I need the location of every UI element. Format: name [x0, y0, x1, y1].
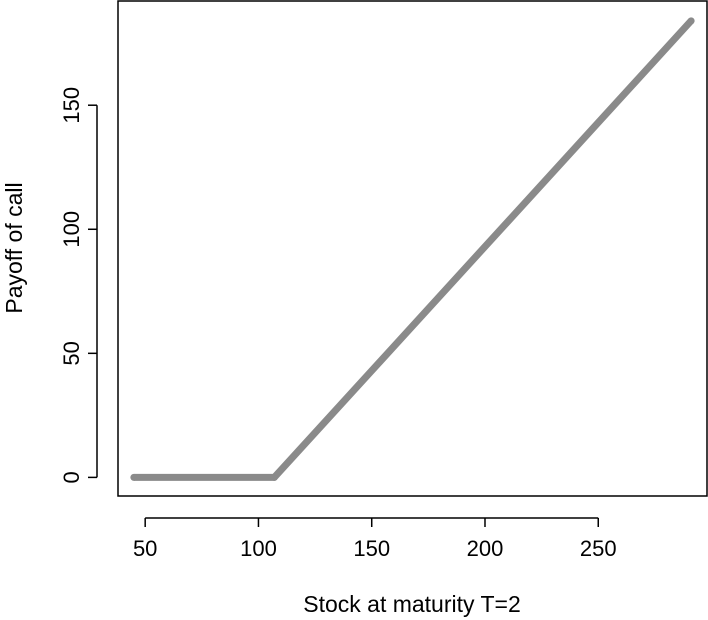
x-tick-label: 150	[353, 536, 390, 561]
x-tick-label: 50	[133, 536, 157, 561]
plot-area-frame	[117, 0, 708, 497]
series-layer	[130, 17, 695, 481]
payoff-line	[133, 18, 694, 481]
x-axis-title: Stock at maturity T=2	[303, 591, 521, 617]
y-tick-label: 150	[59, 87, 84, 124]
payoff-point	[687, 17, 695, 25]
y-axis-title: Payoff of call	[1, 182, 27, 313]
payoff-point	[130, 473, 138, 481]
y-tick-label: 100	[59, 211, 84, 248]
y-tick-label: 50	[59, 341, 84, 365]
y-axis: 0 50 100 150	[59, 87, 98, 484]
x-tick-label: 100	[240, 536, 277, 561]
payoff-point	[270, 473, 278, 481]
x-tick-label: 200	[467, 536, 504, 561]
y-tick-label: 0	[59, 471, 84, 483]
x-axis: 50 100 150 200 250	[133, 517, 617, 561]
x-tick-label: 250	[580, 536, 617, 561]
